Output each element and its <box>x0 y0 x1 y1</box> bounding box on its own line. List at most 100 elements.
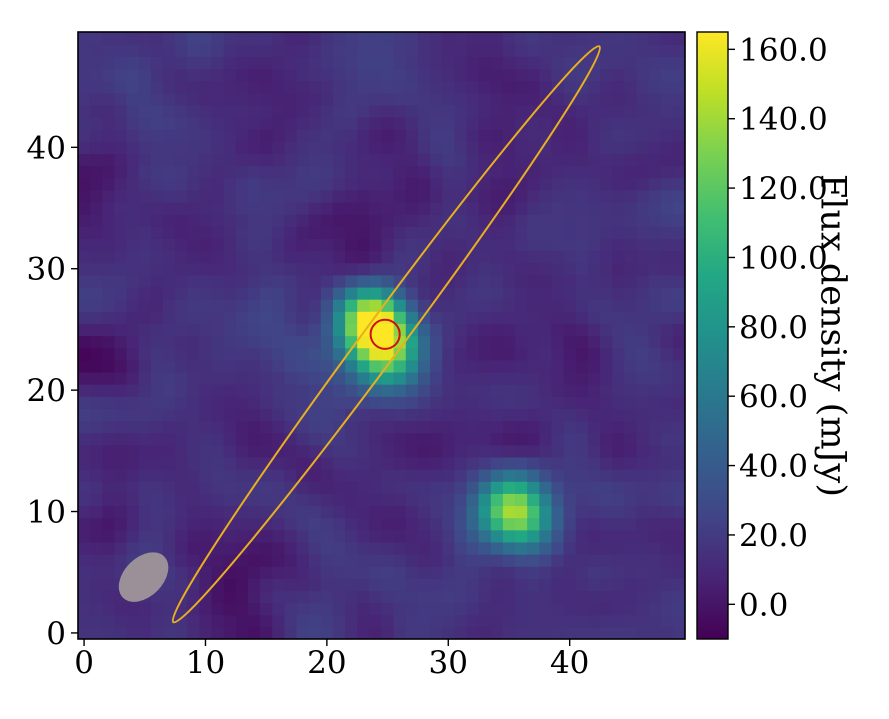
heatmap-cell <box>381 481 395 494</box>
heatmap-cell <box>478 529 492 543</box>
heatmap-cell <box>430 189 443 203</box>
heatmap-cell <box>175 274 188 288</box>
heatmap-cell <box>223 626 237 639</box>
heatmap-cell <box>430 444 443 458</box>
heatmap-cell <box>296 80 310 94</box>
heatmap-cell <box>272 371 285 385</box>
heatmap-cell <box>272 299 285 312</box>
heatmap-cell <box>417 56 431 70</box>
heatmap-cell <box>150 32 164 45</box>
heatmap-cell <box>624 444 638 458</box>
heatmap-cell <box>515 323 528 337</box>
heatmap-cell <box>211 602 225 616</box>
heatmap-cell <box>211 238 225 252</box>
heatmap-cell <box>539 359 553 373</box>
heatmap-cell <box>672 481 685 494</box>
heatmap-cell <box>466 420 480 434</box>
heatmap-cell <box>332 141 346 154</box>
heatmap-cell <box>90 68 103 82</box>
heatmap-cell <box>102 578 116 592</box>
heatmap-cell <box>320 456 334 470</box>
heatmap-cell <box>308 469 322 482</box>
heatmap-cell <box>563 481 577 494</box>
heatmap-cell <box>648 189 662 203</box>
heatmap-cell <box>417 104 431 118</box>
heatmap-cell <box>260 590 273 604</box>
heatmap-cell <box>235 420 249 434</box>
heatmap-cell <box>114 456 128 470</box>
heatmap-cell <box>478 104 492 118</box>
heatmap-cell <box>612 566 625 579</box>
heatmap-cell <box>600 56 613 70</box>
heatmap-cell <box>150 262 164 276</box>
heatmap-cell <box>320 177 334 191</box>
heatmap-cell <box>284 189 298 203</box>
heatmap-cell <box>150 116 164 130</box>
heatmap-cell <box>393 493 407 507</box>
heatmap-cell <box>551 214 565 227</box>
heatmap-cell <box>247 493 261 507</box>
heatmap-cell <box>187 626 200 639</box>
heatmap-cell <box>430 578 443 592</box>
heatmap-cell <box>393 238 407 252</box>
heatmap-cell <box>357 541 370 555</box>
heatmap-cell <box>478 396 492 409</box>
heatmap-cell <box>223 153 237 167</box>
heatmap-cell <box>223 335 237 349</box>
heatmap-cell <box>102 444 116 458</box>
heatmap-cell <box>381 141 395 154</box>
heatmap-cell <box>405 32 419 45</box>
heatmap-cell <box>405 274 419 288</box>
heatmap-cell <box>150 141 164 154</box>
heatmap-cell <box>211 68 225 82</box>
heatmap-cell <box>320 165 334 179</box>
heatmap-cell <box>175 56 188 70</box>
heatmap-cell <box>648 432 662 446</box>
heatmap-cell <box>247 590 261 604</box>
heatmap-cell <box>502 396 516 409</box>
heatmap-cell <box>345 505 358 519</box>
heatmap-cell <box>430 129 443 142</box>
heatmap-cell <box>357 44 370 57</box>
heatmap-cell <box>247 129 261 142</box>
heatmap-cell <box>393 505 407 519</box>
heatmap-cell <box>260 420 273 434</box>
heatmap-cell <box>600 92 613 106</box>
heatmap-cell <box>405 129 419 142</box>
heatmap-cell <box>126 614 140 628</box>
heatmap-cell <box>636 214 650 227</box>
heatmap-cell <box>102 104 116 118</box>
heatmap-cell <box>235 250 249 264</box>
heatmap-cell <box>199 274 213 288</box>
heatmap-cell <box>624 420 638 434</box>
heatmap-cell <box>405 408 419 422</box>
heatmap-cell <box>102 371 116 385</box>
heatmap-cell <box>600 420 613 434</box>
heatmap-cell <box>175 505 188 519</box>
heatmap-cell <box>672 432 685 446</box>
heatmap-cell <box>490 420 504 434</box>
heatmap-cell <box>478 286 492 300</box>
heatmap-cell <box>332 92 346 106</box>
heatmap-cell <box>466 432 480 446</box>
heatmap-cell <box>150 104 164 118</box>
heatmap-cell <box>417 141 431 154</box>
heatmap-cell <box>515 626 528 639</box>
heatmap-cell <box>612 481 625 494</box>
heatmap-cell <box>454 299 468 312</box>
heatmap-cell <box>247 80 261 94</box>
heatmap-cell <box>332 153 346 167</box>
heatmap-cell <box>660 590 674 604</box>
heatmap-cell <box>587 189 601 203</box>
heatmap-cell <box>478 214 492 227</box>
heatmap-cell <box>551 371 565 385</box>
heatmap-cell <box>442 323 455 337</box>
heatmap-cell <box>672 286 685 300</box>
heatmap-cell <box>672 578 685 592</box>
heatmap-cell <box>308 493 322 507</box>
heatmap-cell <box>260 444 273 458</box>
heatmap-cell <box>672 201 685 215</box>
heatmap-cell <box>490 541 504 555</box>
heatmap-cell <box>466 56 480 70</box>
heatmap-cell <box>381 129 395 142</box>
